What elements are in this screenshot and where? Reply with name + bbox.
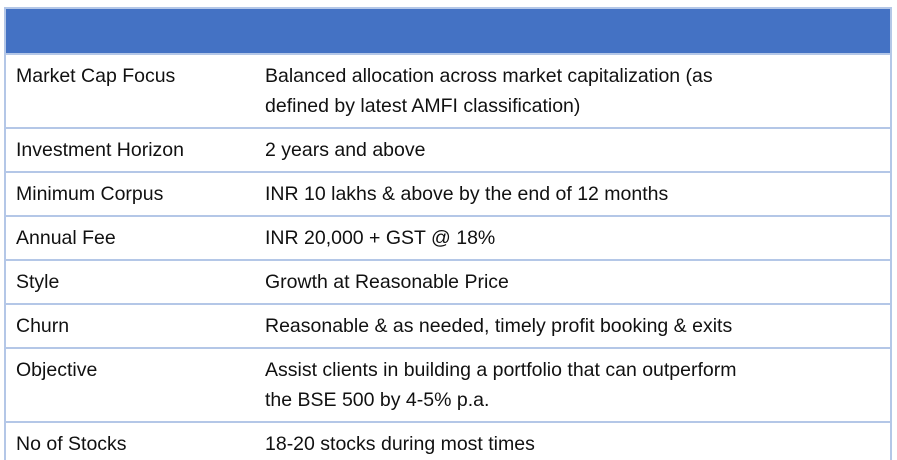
row-label: Investment Horizon (16, 139, 184, 161)
fund-attributes-table: Market Cap Focus Balanced allocation acr… (4, 7, 892, 460)
table-row: Style Growth at Reasonable Price (6, 259, 890, 303)
table-row: Churn Reasonable & as needed, timely pro… (6, 303, 890, 347)
table-row: Investment Horizon 2 years and above (6, 127, 890, 171)
table-row: Market Cap Focus Balanced allocation acr… (6, 53, 890, 127)
row-value: INR 20,000 + GST @ 18% (265, 227, 496, 249)
row-label: Annual Fee (16, 227, 116, 249)
row-value: INR 10 lakhs & above by the end of 12 mo… (265, 183, 669, 205)
table-row: No of Stocks 18-20 stocks during most ti… (6, 421, 890, 460)
row-value: Balanced allocation across market capita… (265, 65, 713, 117)
table-header (6, 9, 890, 53)
row-label: Market Cap Focus (16, 65, 176, 87)
row-label: Churn (16, 315, 70, 337)
row-value: 2 years and above (265, 139, 426, 161)
row-value: Assist clients in building a portfolio t… (265, 359, 737, 411)
row-value: Reasonable & as needed, timely profit bo… (265, 315, 733, 337)
row-label: Minimum Corpus (16, 183, 164, 205)
table-row: Annual Fee INR 20,000 + GST @ 18% (6, 215, 890, 259)
table-row: Objective Assist clients in building a p… (6, 347, 890, 421)
row-label: No of Stocks (16, 433, 127, 455)
row-value: Growth at Reasonable Price (265, 271, 509, 293)
row-label: Objective (16, 359, 98, 381)
row-value: 18-20 stocks during most times (265, 433, 535, 455)
table-row: Minimum Corpus INR 10 lakhs & above by t… (6, 171, 890, 215)
row-label: Style (16, 271, 60, 293)
